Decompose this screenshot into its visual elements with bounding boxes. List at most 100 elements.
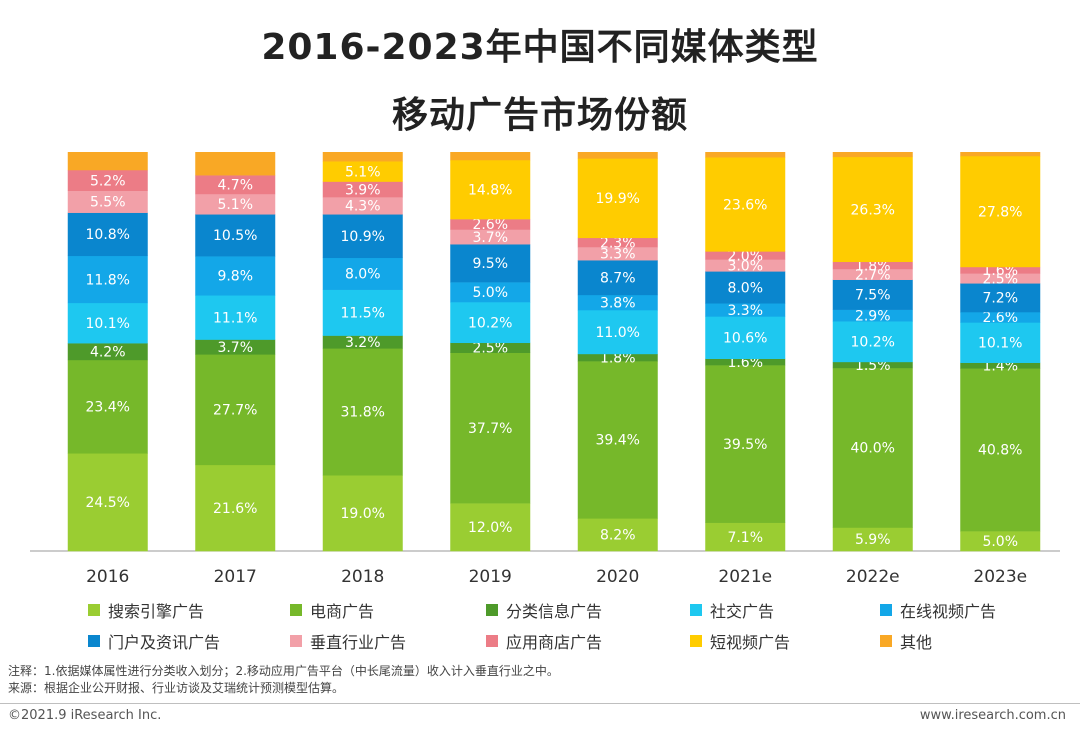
bar-segment [322,181,403,198]
legend-label: 电商广告 [310,602,375,621]
legend-swatch [486,604,498,616]
bar-segment [577,260,658,296]
bar-segment [705,259,786,272]
data-label: 7.1% [727,530,763,546]
data-label: 10.9% [341,229,385,245]
bar-segment [832,156,913,263]
data-label: 26.3% [851,202,895,218]
data-label: 5.0% [472,285,508,301]
bar-segment [67,169,148,192]
legend-item: 分类信息广告 [486,598,602,622]
data-label: 2.9% [855,308,891,324]
bar-segment [705,303,786,317]
bar-segment [67,343,148,361]
legend-swatch [486,635,498,647]
data-label: 5.5% [90,195,126,211]
x-tick-label: 2018 [341,567,384,587]
bar-segment [195,339,276,355]
data-label: 2.6% [982,310,1018,326]
legend-label: 垂直行业广告 [310,633,407,652]
x-tick-label: 2021e [718,567,772,587]
bar-segment [705,522,786,552]
legend-item: 应用商店广告 [486,629,602,653]
data-label: 10.6% [723,331,767,347]
bar-segment [832,367,913,528]
data-label: 10.1% [86,316,130,332]
data-label: 10.2% [468,315,512,331]
data-label: 3.9% [345,182,381,198]
bar-segment [705,152,786,158]
data-label: 5.1% [345,164,381,180]
data-label: 31.8% [341,405,385,421]
legend-swatch [88,635,100,647]
bar-segment [577,518,658,552]
bar-segment [195,152,276,176]
bar-segment [832,268,913,280]
legend-label: 门户及资讯广告 [108,633,221,652]
legend-item: 门户及资讯广告 [88,629,220,653]
data-label: 11.0% [596,325,640,341]
bar-segment [832,152,913,158]
data-label: 27.8% [978,204,1022,220]
bar-segment [960,311,1041,323]
bar-segment [322,257,403,290]
legend-label: 分类信息广告 [506,602,603,621]
x-tick-label: 2023e [973,567,1027,587]
bar-segment [450,503,531,552]
data-label: 10.1% [978,336,1022,352]
legend-swatch [290,604,302,616]
data-label: 1.8% [600,350,636,366]
data-label: 2.7% [855,267,891,283]
legend-label: 搜索引擎广告 [108,602,205,621]
data-label: 5.1% [217,197,253,213]
legend-item: 电商广告 [290,598,374,622]
data-label: 2.0% [727,248,763,264]
bar-segment [705,271,786,304]
legend-label: 短视频广告 [710,633,791,652]
data-label: 8.0% [727,280,763,296]
data-label: 4.7% [217,178,253,194]
data-label: 2.6% [472,217,508,233]
bar-segment [450,342,531,353]
legend-item: 社交广告 [690,598,774,622]
bar-segment [322,335,403,349]
bar-segment [195,256,276,296]
data-label: 12.0% [468,520,512,536]
data-label: 11.5% [341,306,385,322]
data-label: 10.5% [213,228,257,244]
legend-label: 在线视频广告 [900,602,997,621]
bar-segment [67,190,148,213]
bar-segment [577,353,658,362]
data-label: 9.8% [217,269,253,285]
bar-segment [322,475,403,552]
bar-segment [832,361,913,369]
bar-segment [960,273,1041,284]
legend-item: 垂直行业广告 [290,629,406,653]
bar-segment [195,193,276,215]
bar-segment [705,365,786,523]
legend-item: 搜索引擎广告 [88,598,204,622]
chart-title-line1: 2016-2023年中国不同媒体类型 [261,27,819,68]
bar-segment [67,152,148,171]
bar-segment [450,302,531,344]
data-label: 5.9% [855,532,891,548]
data-label: 3.3% [600,247,636,263]
bar-segment [450,229,531,245]
bar-segment [577,237,658,248]
bar-segment [705,316,786,359]
legend-label: 其他 [900,633,933,652]
website-text: www.iresearch.com.cn [919,708,1066,723]
data-label: 8.0% [345,267,381,283]
x-tick-label: 2017 [214,567,257,587]
bar-segment [67,302,148,344]
x-tick-label: 2016 [86,567,129,587]
data-label: 23.4% [86,400,130,416]
bar-segment [960,152,1041,157]
data-label: 10.8% [86,227,130,243]
bar-segment [195,464,276,552]
bar-segment [322,289,403,336]
legend-item: 其他 [880,629,932,653]
bar-segment [450,219,531,230]
bar-segment [577,246,658,261]
x-tick-label: 2022e [846,567,900,587]
